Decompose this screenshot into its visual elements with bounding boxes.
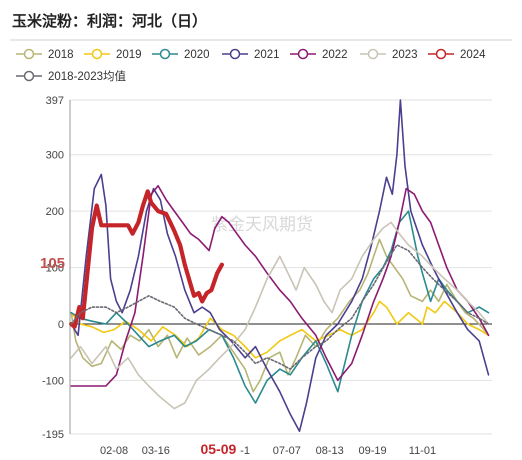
series-line-2 <box>70 210 490 404</box>
x-tick-label: -1 <box>240 445 250 457</box>
x-tick-label: 08-13 <box>316 445 344 457</box>
legend-item: 2020 <box>152 48 210 61</box>
series-line-7 <box>70 244 490 370</box>
legend-marker <box>23 48 35 60</box>
y-tick-label: 397 <box>46 95 64 107</box>
y-tick-label: 0 <box>58 319 64 331</box>
series-line-5 <box>70 221 490 410</box>
legend-label: 2021 <box>254 49 280 61</box>
y-tick-label: -100 <box>42 375 64 387</box>
legend-marker <box>229 48 241 60</box>
y-tick-label: 100 <box>46 263 64 275</box>
series-line-6 <box>69 189 224 329</box>
x-tick-label: 09-19 <box>359 445 387 457</box>
legend-marker <box>297 48 309 60</box>
gridlines <box>70 99 492 435</box>
x-tick-label: 05-09 <box>200 441 236 457</box>
legend-label: 2024 <box>460 49 486 61</box>
legend-label: 2018-2023均值 <box>48 70 126 83</box>
x-tick-label: 07-07 <box>273 445 301 457</box>
legend-marker <box>91 48 103 60</box>
legend-item: 2023 <box>360 48 418 61</box>
legend-label: 2023 <box>392 49 418 61</box>
series-line-3 <box>70 99 490 433</box>
watermark: 紫金天风期货 <box>211 215 313 234</box>
legend-marker <box>367 48 379 60</box>
series-lines <box>69 99 490 433</box>
legend-label: 2022 <box>322 49 348 61</box>
series-line-0 <box>70 238 490 393</box>
legend: 2018 2019 2020 2021 2022 2023 2024 2018-2023均值 <box>16 48 486 83</box>
x-tick-label: 11-01 <box>409 445 436 457</box>
legend-marker <box>159 48 171 60</box>
series-line-1 <box>70 300 490 359</box>
legend-item: 2024 <box>428 48 486 61</box>
legend-label: 2020 <box>184 49 210 61</box>
legend-item: 2018 <box>16 48 74 61</box>
legend-item: 2018-2023均值 <box>16 70 126 83</box>
y-tick-label: -195 <box>42 429 64 441</box>
current-value-label: 105 <box>40 255 65 272</box>
y-tick-label: 300 <box>46 150 64 162</box>
legend-marker <box>435 48 447 60</box>
axes: 397 300 200 100 0 -100 -195 02-08 03-16 05-09 -1 07… <box>42 95 436 457</box>
legend-label: 2018 <box>48 49 74 61</box>
legend-item: 2021 <box>222 48 280 61</box>
series-line-4 <box>70 185 490 387</box>
legend-marker <box>23 70 35 82</box>
legend-item: 2022 <box>290 48 348 61</box>
legend-label: 2019 <box>116 49 142 61</box>
y-tick-label: 200 <box>46 206 64 218</box>
legend-item: 2019 <box>84 48 142 61</box>
x-tick-label: 02-08 <box>100 445 128 457</box>
chart-title: 玉米淀粉：利润：河北（日） <box>12 12 207 30</box>
x-tick-label: 03-16 <box>142 445 170 457</box>
